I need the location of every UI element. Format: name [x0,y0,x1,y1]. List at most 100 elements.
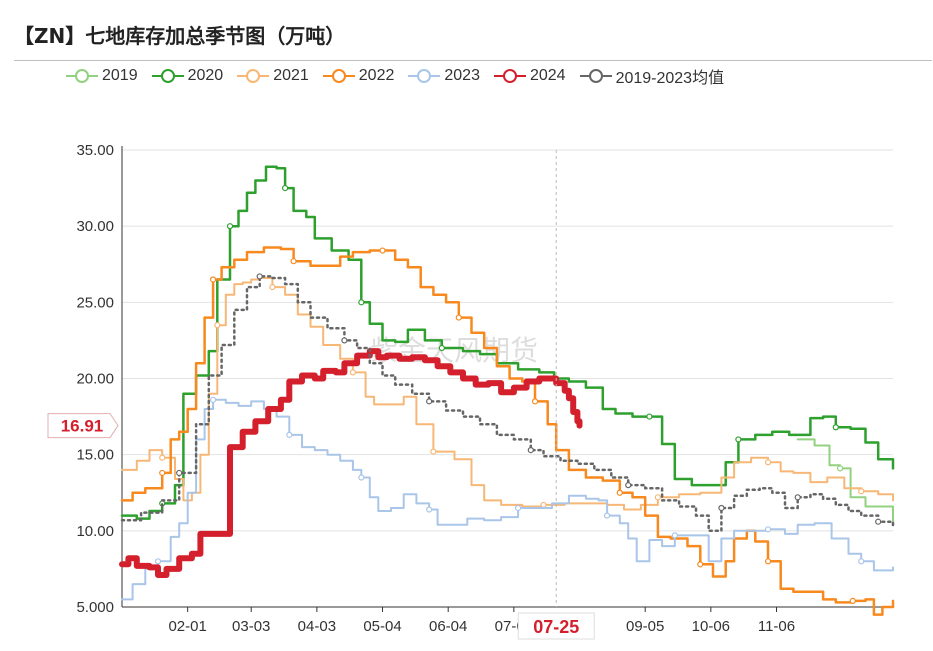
series-marker [718,504,725,512]
legend-swatch-icon [408,69,441,83]
series-line-6 [120,275,895,533]
series-marker [286,431,293,438]
series-marker [159,469,166,477]
series-marker [176,469,183,477]
y-tick-label: 30.00 [76,218,114,235]
series-marker [438,344,445,352]
series-marker [214,322,221,329]
x-tick-label: 11-06 [758,618,795,635]
x-axis: 02-01 03-03 04-03 05-04 06-04 07-05 09-05 10-06… [122,606,893,635]
series-marker [281,184,289,192]
x-tick-label: 05-04 [363,618,401,635]
x-tick-label: 04-03 [298,618,336,635]
series-line-0 [796,438,894,523]
legend-item-1[interactable]: 2020 [151,64,224,88]
legend-item-2[interactable]: 2021 [237,64,309,88]
legend-label: 2020 [187,67,224,84]
series-lines [119,165,895,616]
legend-label: 2022 [358,67,395,84]
series-marker [514,504,522,512]
legend-item-5[interactable]: 2024 [493,64,566,88]
series-marker [849,597,856,605]
series-line-3 [120,246,895,616]
y-tick-label: 15.00 [76,447,114,464]
legend-swatch-icon [322,69,355,83]
series-marker [764,459,772,466]
y-tick-label: 25.00 [76,294,114,311]
series-marker [426,398,433,405]
series-marker [625,482,632,489]
x-tick-label: 03-03 [232,618,270,635]
series-marker [764,558,772,565]
current-value-badge: 16.91 [47,413,119,439]
legend-label: 2023 [444,67,480,84]
series-marker [358,474,365,481]
series-marker [858,488,865,495]
legend-swatch-icon [151,69,184,83]
series-marker [455,314,462,321]
series-marker [430,448,437,455]
series-marker [832,424,839,431]
series-marker [209,396,217,403]
series-marker [875,518,882,525]
series-marker [654,494,661,501]
series-marker [527,446,534,454]
legend-item-3[interactable]: 2022 [322,64,395,88]
legend-swatch-icon [237,69,270,83]
series-marker [671,532,678,539]
y-tick-label: 20.00 [76,371,114,388]
y-tick-label: 10.00 [76,523,114,540]
crosshair: 07-25 16.91 [47,150,595,640]
y-tick-label: 35.00 [76,142,114,159]
page-title: 【ZN】七地库存加总季节图（万吨） [14,24,346,48]
series-marker [794,494,801,501]
series-marker [154,558,162,565]
legend-item-4[interactable]: 2023 [408,64,480,88]
y-axis: 35.00 30.00 25.00 20.00 15.00 10.00 5.000 [76,142,123,616]
series-marker [540,501,547,509]
crosshair-x-badge: 07-25 [517,612,595,640]
legend-swatch-icon [579,69,612,83]
y-tick-label: 5.000 [76,599,114,616]
series-marker [290,258,297,265]
series-marker [836,465,844,472]
series-line-2 [121,277,894,511]
legend-label: 2019 [102,67,138,84]
series-marker [858,558,865,565]
crosshair-x-label: 07-25 [533,617,579,637]
x-tick-label: 09-05 [626,618,664,635]
series-marker [735,436,742,443]
watermark: 紫金天风期货 [370,334,538,367]
series-marker [646,413,653,420]
legend-label: 2019-2023均值 [615,70,725,87]
series-marker [226,223,234,230]
legend-swatch-icon [493,69,526,83]
series-marker [349,369,356,376]
series-marker [697,561,704,568]
series-marker [426,506,433,513]
series-marker [159,454,166,461]
current-value-label: 16.91 [61,417,104,436]
series-marker [603,512,611,519]
legend-item-6[interactable]: 2019-2023均值 [579,64,725,88]
title-divider [14,60,932,61]
chart-legend: 2019 2020 2021 2022 2023 2024 2019-2023均值 [66,64,724,88]
series-marker [209,276,217,283]
series-marker [616,489,623,496]
legend-item-0[interactable]: 2019 [66,64,138,88]
series-marker [379,247,386,254]
series-marker [256,273,263,280]
series-marker [358,299,365,306]
x-tick-label: 10-06 [692,618,730,635]
series-line-4 [121,398,894,601]
legend-swatch-icon [66,69,98,83]
series-marker [531,398,539,405]
series-marker [764,526,772,533]
series-line-5 [119,348,583,578]
legend-label: 2021 [273,67,309,84]
legend-label: 2024 [529,67,566,84]
x-tick-label: 06-04 [429,618,467,635]
series-marker [269,284,276,291]
x-tick-label: 02-01 [168,618,206,635]
